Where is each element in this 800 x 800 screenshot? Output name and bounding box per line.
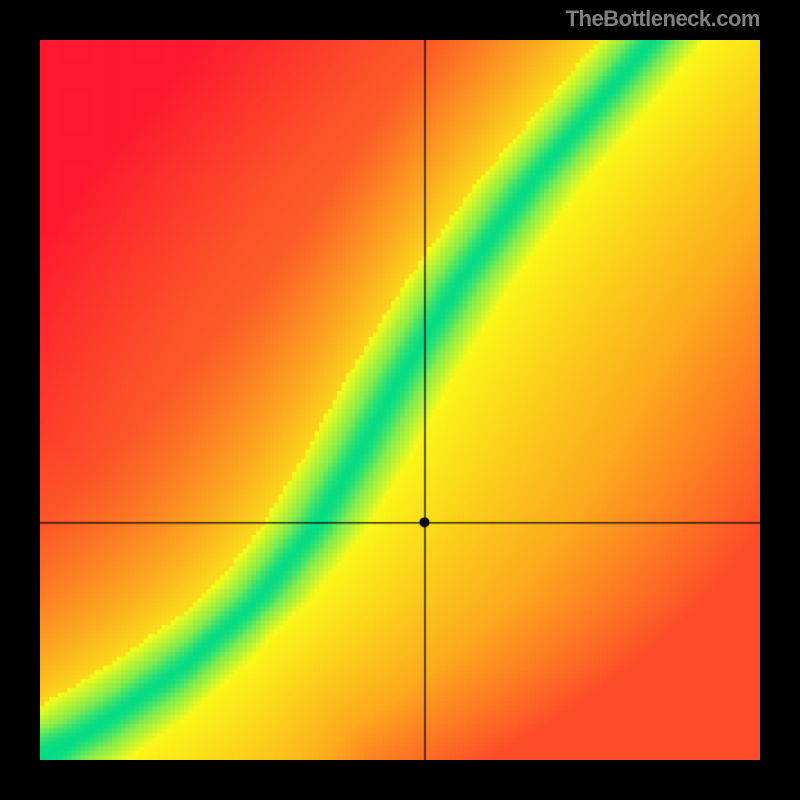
watermark-text: TheBottleneck.com <box>566 6 760 32</box>
chart-container: { "watermark": { "text": "TheBottleneck.… <box>0 0 800 800</box>
bottleneck-heatmap <box>40 40 760 760</box>
